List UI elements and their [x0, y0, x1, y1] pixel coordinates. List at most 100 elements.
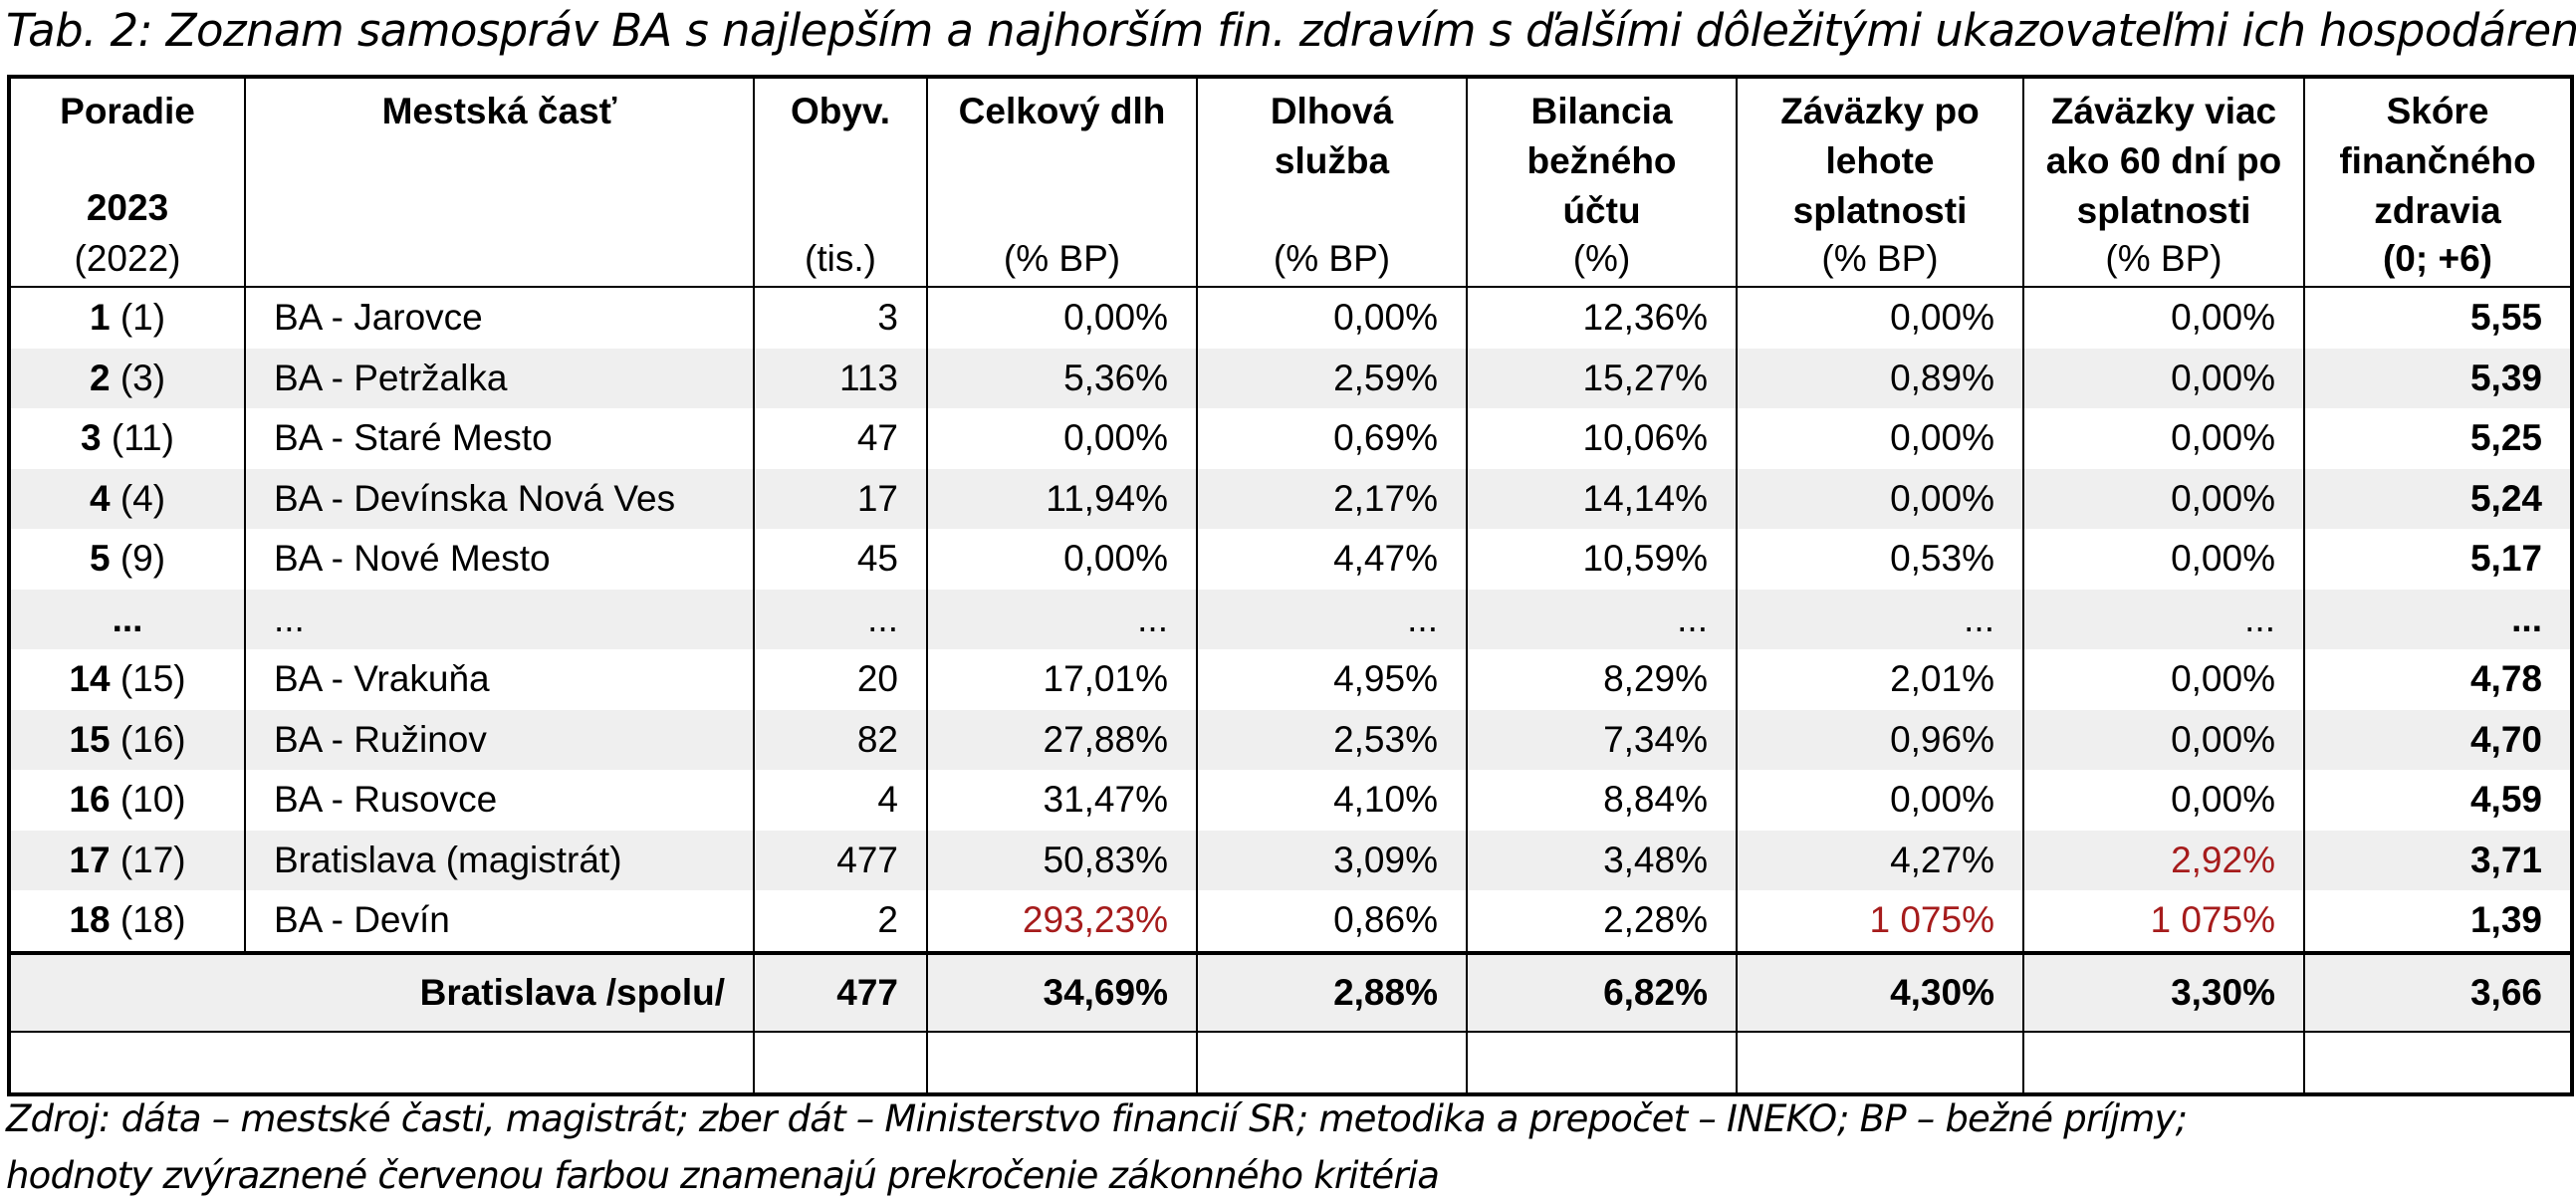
cell-balance: 14,14% — [1466, 468, 1738, 529]
cell-overdue60: 1 075% — [2022, 890, 2305, 953]
cell-score: 4,78 — [2303, 649, 2573, 710]
cell-debt: 5,36% — [926, 348, 1198, 408]
cell-debt: 0,00% — [926, 287, 1198, 349]
header-overdue60-title-3: splatnosti — [2076, 190, 2251, 231]
rank-previous: (11) — [111, 417, 174, 459]
header-debt: Celkový dlh (% BP) — [926, 77, 1198, 288]
cell-municipality: BA - Vrakuňa — [244, 649, 755, 710]
cell-debt: 17,01% — [926, 649, 1198, 710]
cell-overdue: 2,01% — [1736, 649, 2024, 710]
cell-score: 5,24 — [2303, 468, 2573, 529]
header-balance-title-1: Bilancia — [1530, 91, 1673, 131]
cell-score: 5,55 — [2303, 287, 2573, 349]
cell-balance: 10,06% — [1466, 408, 1738, 469]
cell-service: 4,95% — [1196, 649, 1468, 710]
cell-debt: 0,00% — [926, 529, 1198, 590]
header-balance: Bilancia bežného účtu (%) — [1466, 77, 1738, 288]
header-overdue-title-1: Záväzky po — [1780, 91, 1980, 131]
cell-debt: 293,23% — [926, 890, 1198, 953]
header-name: Mestská časť — [244, 77, 755, 288]
rank-number: 18 — [69, 899, 111, 941]
cell-pop: 3 — [753, 287, 928, 349]
total-balance: 6,82% — [1466, 950, 1738, 1032]
cell-rank: 14 (15) — [8, 649, 246, 710]
header-service: Dlhová služba (% BP) — [1196, 77, 1468, 288]
rank-previous: (4) — [119, 477, 166, 519]
cell-municipality: BA - Nové Mesto — [244, 529, 755, 590]
table-row: 15 (16) BA - Ružinov 82 27,88% 2,53% 7,34% 0,9… — [8, 709, 2573, 770]
cell-pop: 17 — [753, 468, 928, 529]
cell-overdue: 1 075% — [1736, 890, 2024, 953]
total-pop: 477 — [753, 950, 928, 1032]
cell-service: 0,00% — [1196, 287, 1468, 349]
cell-service: 0,69% — [1196, 408, 1468, 469]
cell-service: 4,10% — [1196, 770, 1468, 831]
header-service-title-2: služba — [1274, 140, 1390, 181]
cell-overdue60: 0,00% — [2022, 287, 2305, 349]
cell-rank: 4 (4) — [8, 468, 246, 529]
table-row: 1 (1) BA - Jarovce 3 0,00% 0,00% 12,36% 0,00% 0… — [8, 287, 2573, 349]
cell-overdue: 0,53% — [1736, 529, 2024, 590]
cell-rank: 17 (17) — [8, 830, 246, 890]
header-rank-title: Poradie — [60, 91, 195, 131]
cell-overdue: 0,96% — [1736, 709, 2024, 770]
rank-number: 4 — [89, 477, 111, 519]
rank-number: 14 — [69, 658, 111, 700]
header-rank: Poradie 2023 (2022) — [8, 77, 246, 288]
header-pop-title: Obyv. — [790, 91, 891, 131]
cell-balance: 15,27% — [1466, 348, 1738, 408]
cell-balance: 10,59% — [1466, 529, 1738, 590]
total-label: Bratislava /spolu/ — [8, 950, 755, 1032]
cell-overdue: 0,00% — [1736, 468, 2024, 529]
cell-rank: 15 (16) — [8, 709, 246, 770]
rank-previous: (9) — [119, 538, 166, 580]
rank-number: 16 — [69, 779, 111, 821]
finance-table: Poradie 2023 (2022) Mestská časť Obyv. (… — [7, 75, 2574, 1096]
cell-balance: 8,29% — [1466, 649, 1738, 710]
rank-number: 1 — [89, 297, 111, 339]
cell-service: ... — [1196, 589, 1468, 649]
cell-pop: ... — [753, 589, 928, 649]
rank-previous: (18) — [119, 899, 186, 941]
cell-debt: 50,83% — [926, 830, 1198, 890]
cell-overdue: 0,00% — [1736, 770, 2024, 831]
cell-overdue: 0,00% — [1736, 287, 2024, 349]
cell-score: 4,59 — [2303, 770, 2573, 831]
rank-previous: (3) — [119, 357, 166, 398]
cell-debt: ... — [926, 589, 1198, 649]
cell-balance: 3,48% — [1466, 830, 1738, 890]
cell-balance: 7,34% — [1466, 709, 1738, 770]
cell-overdue: 0,89% — [1736, 348, 2024, 408]
rank-previous: (15) — [119, 658, 186, 700]
table-row: 5 (9) BA - Nové Mesto 45 0,00% 4,47% 10,59% 0,… — [8, 529, 2573, 590]
header-overdue-title-3: splatnosti — [1792, 190, 1968, 231]
cell-pop: 4 — [753, 770, 928, 831]
header-overdue60: Záväzky viac ako 60 dní po splatnosti (% B… — [2022, 77, 2305, 288]
table-row: 3 (11) BA - Staré Mesto 47 0,00% 0,69% 10,06%… — [8, 408, 2573, 469]
cell-municipality: BA - Devínska Nová Ves — [244, 468, 755, 529]
header-score-unit: (0; +6) — [2382, 238, 2492, 279]
header-balance-title-2: bežného — [1526, 140, 1677, 181]
cell-pop: 2 — [753, 890, 928, 953]
cell-overdue: 0,00% — [1736, 408, 2024, 469]
header-debt-unit: (% BP) — [1003, 238, 1121, 279]
header-balance-unit: (%) — [1572, 238, 1631, 279]
header-overdue-title-2: lehote — [1825, 140, 1935, 181]
cell-service: 0,86% — [1196, 890, 1468, 953]
header-overdue60-title-1: Záväzky viac — [2050, 91, 2277, 131]
cell-score: ... — [2303, 589, 2573, 649]
cell-overdue: 4,27% — [1736, 830, 2024, 890]
header-overdue60-unit: (% BP) — [2105, 238, 2223, 279]
cell-debt: 11,94% — [926, 468, 1198, 529]
cell-debt: 0,00% — [926, 408, 1198, 469]
header-debt-title: Celkový dlh — [958, 91, 1166, 131]
footnote: Zdroj: dáta – mestské časti, magistrát; … — [6, 1090, 2188, 1204]
cell-overdue60: 0,00% — [2022, 529, 2305, 590]
header-rank-prev: (2022) — [74, 238, 181, 279]
cell-pop: 82 — [753, 709, 928, 770]
cell-overdue60: 0,00% — [2022, 770, 2305, 831]
cell-overdue60: 0,00% — [2022, 408, 2305, 469]
table-row: 4 (4) BA - Devínska Nová Ves 17 11,94% 2,17%… — [8, 468, 2573, 529]
cell-municipality: BA - Devín — [244, 890, 755, 953]
cell-balance: 8,84% — [1466, 770, 1738, 831]
